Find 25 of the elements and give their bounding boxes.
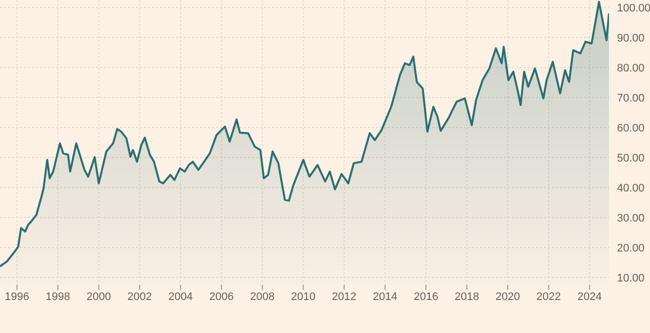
x-tick-label: 2014 bbox=[372, 290, 398, 303]
x-tick-label: 2006 bbox=[209, 290, 234, 303]
x-tick-label: 2002 bbox=[127, 290, 152, 303]
y-tick-label: 30.00 bbox=[617, 212, 645, 224]
x-tick-label: 2004 bbox=[168, 290, 193, 303]
x-tick-label: 2024 bbox=[577, 290, 602, 303]
y-tick-label: 70.00 bbox=[617, 92, 645, 104]
y-tick-label: 100.00 bbox=[617, 2, 650, 14]
x-tick-label: 2012 bbox=[332, 290, 356, 303]
x-tick-label: 2010 bbox=[291, 290, 316, 303]
x-tick-label: 2020 bbox=[496, 290, 520, 303]
y-tick-label: 10.00 bbox=[617, 272, 645, 284]
y-tick-label: 80.00 bbox=[617, 62, 645, 74]
x-tick-label: 2016 bbox=[414, 290, 438, 303]
y-tick-label: 90.00 bbox=[617, 32, 645, 44]
x-tick-label: 1996 bbox=[4, 290, 30, 303]
x-tick-label: 2018 bbox=[454, 290, 480, 303]
y-tick-label: 40.00 bbox=[617, 182, 645, 194]
y-tick-label: 20.00 bbox=[617, 242, 645, 254]
x-tick-label: 2008 bbox=[250, 290, 275, 303]
x-tick-label: 2000 bbox=[86, 290, 112, 303]
x-tick-label: 2022 bbox=[536, 290, 561, 303]
y-tick-label: 50.00 bbox=[617, 152, 645, 164]
y-tick-label: 60.00 bbox=[617, 122, 645, 134]
x-tick-label: 1998 bbox=[46, 290, 70, 303]
